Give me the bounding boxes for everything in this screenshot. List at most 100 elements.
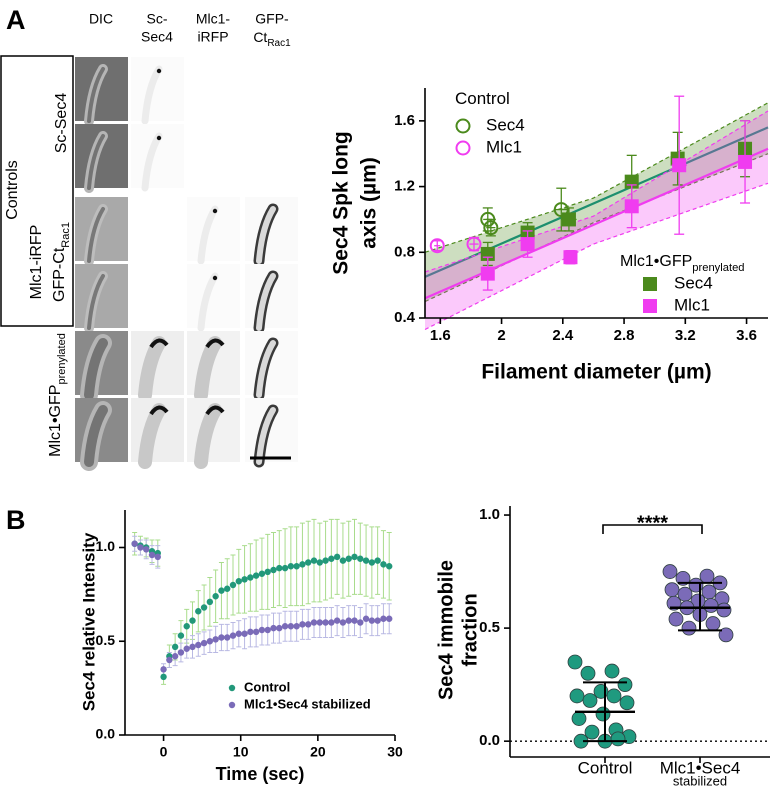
data-point: [270, 566, 277, 574]
data-point: [386, 563, 393, 570]
x-tick-label: Control: [578, 758, 633, 777]
confidence-band: [425, 111, 768, 330]
fit-line: [424, 147, 769, 300]
data-point: [466, 236, 482, 252]
hypha-edge: [87, 207, 105, 263]
data-point: [333, 617, 341, 624]
data-point: [563, 250, 578, 265]
significance-bracket: [602, 524, 703, 534]
data-point: [247, 628, 254, 636]
y-axis-title: Sec4 Spk long: [330, 131, 353, 275]
data-point: [569, 688, 585, 704]
data-point: [718, 627, 734, 643]
x-tick-label: 3.6: [736, 327, 757, 344]
data-point: [270, 624, 277, 632]
row-label: Mlc1-iRFP: [28, 225, 45, 300]
data-point: [195, 641, 202, 649]
data-point: [276, 564, 283, 572]
data-point: [567, 654, 583, 670]
legend-marker: [228, 684, 236, 692]
legend-label: Mlc1: [674, 295, 710, 314]
hypha: [138, 403, 166, 469]
data-point: [480, 266, 495, 281]
y-tick-label: 0.0: [96, 726, 116, 742]
data-point: [345, 617, 352, 624]
legend-marker: [228, 701, 236, 709]
x-tick-label: 2.4: [552, 327, 574, 344]
data-point: [357, 555, 364, 562]
data-point: [705, 616, 721, 631]
data-point: [362, 615, 370, 622]
data-point: [177, 649, 185, 656]
data-point: [305, 559, 312, 566]
data-point: [339, 619, 347, 626]
data-point: [154, 553, 161, 561]
data-point: [351, 617, 358, 624]
y-tick-label: 0.5: [479, 619, 500, 636]
legend-label: Sec4: [486, 115, 525, 134]
x-tick-label: 10: [233, 744, 249, 760]
row-label: Mlc1•GFPprenylated: [47, 333, 68, 457]
data-point: [610, 731, 626, 747]
controls-box: [0, 55, 74, 327]
data-point: [310, 557, 318, 564]
data-point: [171, 643, 179, 651]
legend-label: Sec4: [674, 273, 713, 292]
data-point: [276, 624, 283, 632]
data-point: [206, 638, 214, 645]
legend-label: Control: [244, 679, 290, 694]
data-point: [137, 544, 144, 551]
data-point: [299, 561, 306, 568]
row-label-sub: prenylated: [56, 333, 68, 384]
crescent: [149, 338, 169, 349]
column-header: DIC: [89, 11, 113, 27]
column-header-part: Ct: [253, 29, 267, 45]
hypha-edge: [87, 274, 105, 330]
row-label-part: GFP-Ct: [51, 247, 68, 302]
data-point: [316, 559, 323, 566]
x-tick-label: 0: [160, 744, 168, 760]
data-point: [195, 608, 202, 615]
data-point: [328, 619, 335, 626]
data-point: [339, 557, 347, 564]
hypha-inner: [256, 206, 276, 264]
text-part: Control: [455, 89, 510, 108]
y-tick-label: 1.2: [394, 178, 415, 195]
hypha-inner: [256, 273, 276, 331]
data-point: [310, 619, 318, 626]
data-point: [483, 220, 499, 236]
significance-label: ****: [637, 512, 668, 534]
x-tick-label: Mlc1•Sec4: [660, 758, 741, 777]
y-tick-label: 1.0: [96, 538, 116, 554]
data-point: [206, 598, 214, 606]
data-point: [224, 585, 231, 592]
hypha-edge: [84, 338, 108, 400]
data-point: [362, 557, 370, 564]
data-point: [668, 611, 684, 627]
x-axis-title: Time (sec): [216, 764, 305, 784]
hypha: [194, 403, 222, 469]
data-point: [160, 666, 167, 673]
data-point: [212, 636, 219, 643]
column-header: Sc-: [147, 11, 168, 27]
data-point: [293, 623, 300, 630]
data-point: [672, 158, 687, 173]
crescent: [205, 338, 225, 349]
category-note: stabilized: [673, 773, 727, 788]
y-axis-title: Sec4 immobile: [435, 560, 457, 700]
legend-title: Mlc1•GFPprenylated: [620, 253, 745, 274]
data-point: [322, 557, 329, 564]
hypha-edge: [84, 405, 108, 467]
data-point: [582, 693, 598, 708]
data-point: [287, 563, 295, 570]
x-axis-title: Filament diameter (µm): [481, 361, 711, 384]
data-point: [675, 570, 691, 586]
panel-label: A: [6, 5, 26, 35]
data-point: [553, 202, 569, 218]
legend-label: Mlc1: [486, 137, 522, 156]
data-point: [241, 630, 248, 637]
data-point: [224, 634, 231, 641]
row-label: Sc-Sec4: [53, 93, 70, 154]
text-part: prenylated: [692, 262, 744, 274]
y-axis-title: Sec4 relative Intensity: [79, 532, 98, 711]
